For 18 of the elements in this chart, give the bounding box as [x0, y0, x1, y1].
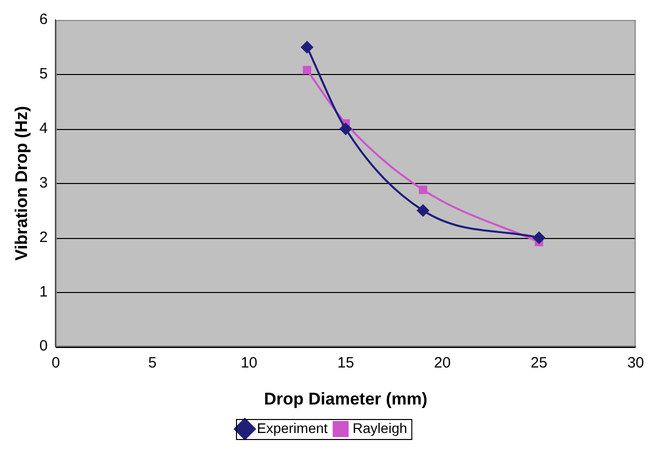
y-tick-label: 3 — [39, 174, 48, 192]
y-tick-label: 5 — [39, 66, 48, 83]
x-tick-label: 10 — [240, 354, 258, 372]
x-tick-label: 25 — [530, 354, 548, 372]
x-tick-label: 5 — [148, 354, 157, 372]
legend-label: Experiment — [256, 420, 328, 436]
x-tick-label: 30 — [627, 354, 644, 372]
x-tick-label: 0 — [52, 354, 60, 372]
y-tick-label: 0 — [39, 338, 48, 355]
y-tick-label: 2 — [39, 228, 48, 246]
legend-label: Rayleigh — [352, 420, 408, 436]
y-tick-label: 6 — [39, 11, 48, 28]
y-tick-label: 1 — [39, 283, 48, 300]
x-tick-label: 15 — [337, 354, 354, 372]
y-tick-label: 4 — [39, 120, 48, 138]
x-axis-title: Drop Diameter (mm) — [264, 389, 428, 408]
y-axis-title: Vibration Drop (Hz) — [12, 106, 31, 261]
x-tick-label: 20 — [434, 354, 451, 372]
